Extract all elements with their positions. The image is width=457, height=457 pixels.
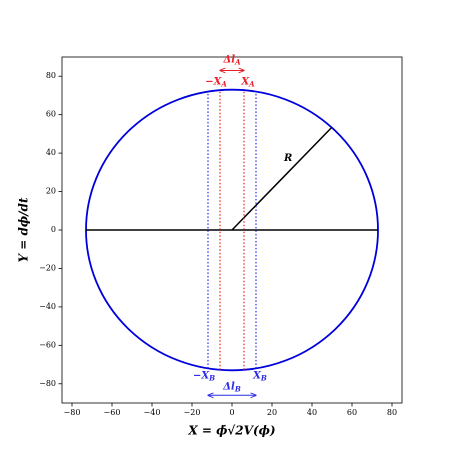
line-label: XB xyxy=(252,370,267,383)
x-tick-label: −80 xyxy=(64,408,81,417)
x-tick-label: 20 xyxy=(267,408,277,417)
y-tick-label: 20 xyxy=(46,187,56,196)
y-tick-label: −60 xyxy=(39,340,56,349)
y-tick-label: −40 xyxy=(39,302,56,311)
line-label: −XB xyxy=(193,370,215,383)
line-label: −XA xyxy=(205,76,227,89)
x-tick-label: −60 xyxy=(104,408,121,417)
line-label-sub: A xyxy=(248,79,255,88)
y-tick-label: −20 xyxy=(39,263,56,272)
arrow-label-sub: B xyxy=(234,384,241,393)
line-label-main: X xyxy=(240,76,250,87)
x-tick-label: −40 xyxy=(144,408,161,417)
radius-label: R xyxy=(283,153,292,164)
y-tick-label: 80 xyxy=(46,71,56,80)
x-tick-label: −20 xyxy=(184,408,201,417)
arrow-label-main: Δl xyxy=(222,381,235,392)
x-tick-label: 80 xyxy=(387,408,397,417)
line-label-main: X xyxy=(252,370,262,381)
arrow-label-main: Δl xyxy=(223,54,236,65)
line-label: XA xyxy=(240,76,255,89)
y-tick-label: 40 xyxy=(46,148,56,157)
line-label-sub: B xyxy=(208,373,215,382)
y-axis-label: Y = dϕ/dt xyxy=(17,197,31,262)
x-tick-label: 40 xyxy=(307,408,317,417)
line-label-sub: B xyxy=(260,373,267,382)
segment xyxy=(231,126,333,231)
arrow-label: ΔlB xyxy=(222,381,241,394)
arrow-label-sub: A xyxy=(234,57,241,66)
x-tick-label: 60 xyxy=(347,408,357,417)
y-tick-label: 0 xyxy=(51,225,56,234)
line-label-main: −X xyxy=(205,76,222,87)
line-label-main: −X xyxy=(193,370,210,381)
x-tick-label: 0 xyxy=(229,408,234,417)
y-tick-label: −80 xyxy=(39,379,56,388)
y-tick-label: 60 xyxy=(46,110,56,119)
arrow-label: ΔlA xyxy=(223,54,242,66)
line-label-sub: A xyxy=(220,79,227,88)
x-axis-label: X = ϕ̇√2V(ϕ) xyxy=(187,424,275,438)
